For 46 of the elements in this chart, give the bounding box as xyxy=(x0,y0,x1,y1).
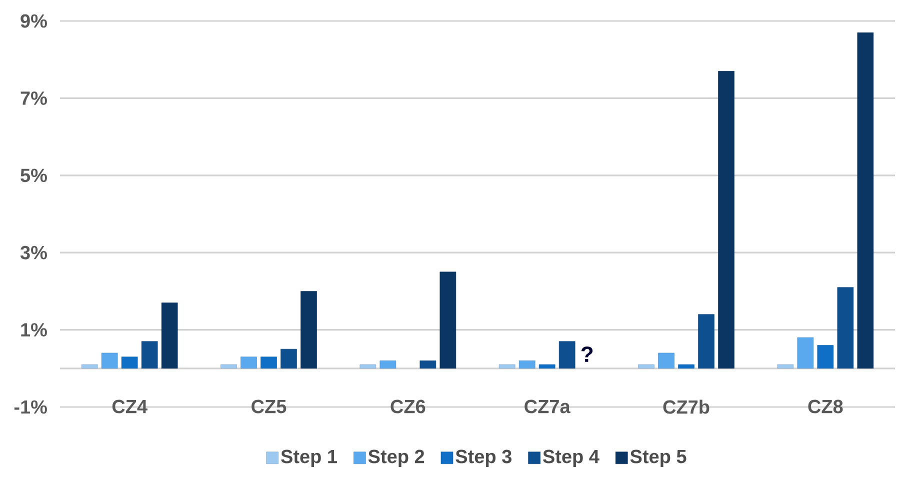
bar xyxy=(718,71,734,369)
legend-label: Step 5 xyxy=(630,450,686,468)
bar xyxy=(558,341,576,369)
y-tick-label: 3% xyxy=(20,246,47,260)
bar xyxy=(837,287,854,369)
bar xyxy=(518,360,536,369)
bar xyxy=(638,364,654,369)
bar xyxy=(777,364,794,369)
bar xyxy=(260,356,277,369)
bar xyxy=(161,302,178,369)
bar xyxy=(817,345,834,369)
y-tick-label: 5% xyxy=(20,168,47,182)
bar xyxy=(220,364,237,369)
y-tick-label: 1% xyxy=(21,323,47,336)
bar xyxy=(300,291,317,369)
legend-label: Step 1 xyxy=(281,450,337,468)
bar xyxy=(240,356,257,369)
y-tick-label: -1% xyxy=(14,400,47,414)
bar xyxy=(141,341,158,369)
bar xyxy=(538,364,556,369)
x-tick-label: CZ5 xyxy=(252,400,286,414)
bar xyxy=(658,352,674,369)
x-tick-label: CZ8 xyxy=(808,400,843,414)
bar xyxy=(121,356,138,369)
y-tick-label: 7% xyxy=(20,92,47,105)
bar xyxy=(280,348,297,369)
bar xyxy=(440,272,456,369)
bar xyxy=(678,364,694,369)
y-tick-label: 9% xyxy=(20,14,47,28)
legend-label: Step 2 xyxy=(368,450,424,468)
bar xyxy=(857,32,874,369)
x-tick-label: CZ4 xyxy=(112,400,148,414)
legend-label: Step 4 xyxy=(543,450,600,468)
bar xyxy=(498,364,516,369)
bar xyxy=(81,364,98,369)
bar xyxy=(797,337,814,369)
annotation: ? xyxy=(581,346,593,362)
legend-label: Step 3 xyxy=(456,450,512,468)
bar xyxy=(360,364,376,369)
x-tick-label: CZ7a xyxy=(524,400,570,414)
bar xyxy=(380,360,396,369)
x-tick-label: CZ6 xyxy=(390,400,426,414)
x-tick-label: CZ7b xyxy=(663,400,710,414)
bar xyxy=(420,360,436,369)
bar xyxy=(101,352,118,369)
bar xyxy=(698,314,714,369)
